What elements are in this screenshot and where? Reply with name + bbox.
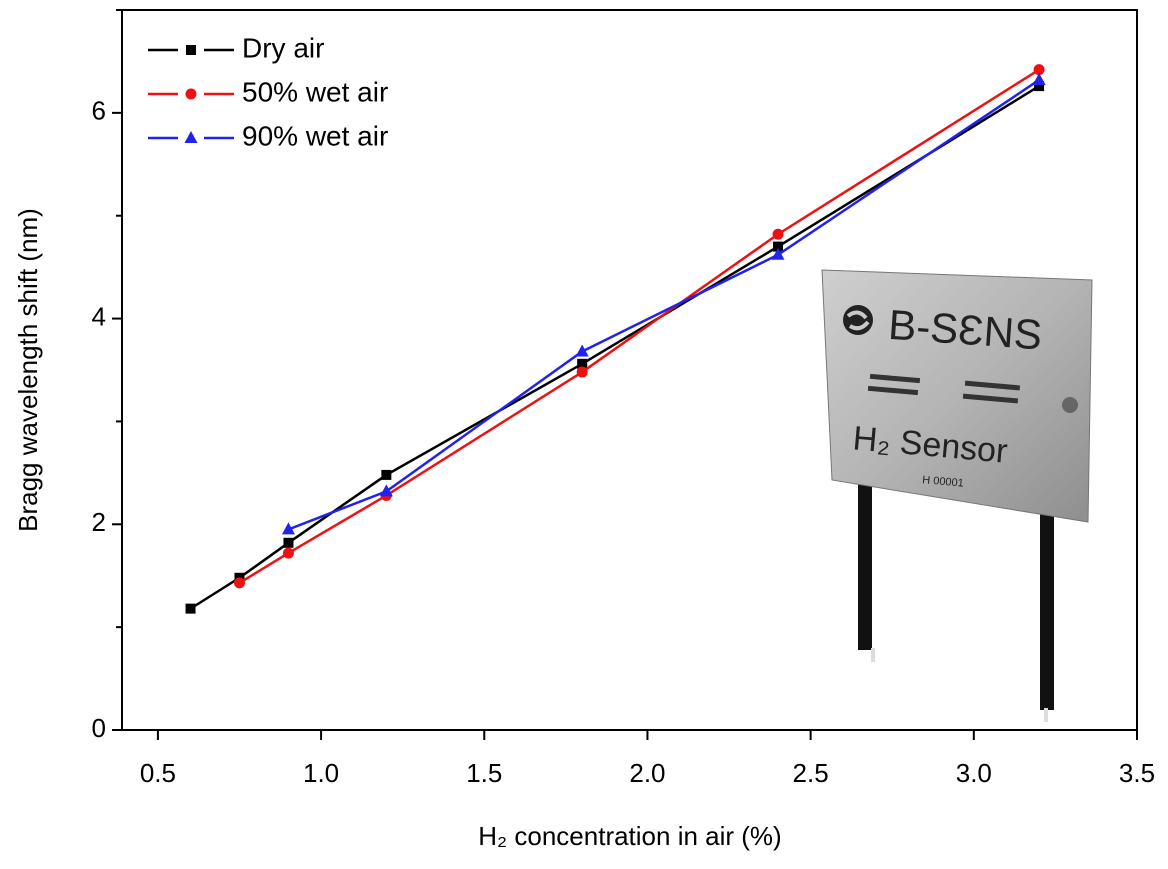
fiber-tip bbox=[871, 648, 875, 662]
x-tick-label: 3.0 bbox=[956, 758, 992, 788]
legend-marker bbox=[184, 131, 198, 143]
y-tick-label: 4 bbox=[92, 301, 106, 331]
marker bbox=[772, 241, 783, 252]
logo-swirl bbox=[846, 310, 870, 331]
marker bbox=[1034, 81, 1045, 92]
serial: H 00001 bbox=[922, 474, 964, 490]
x-tick-label: 0.5 bbox=[140, 758, 176, 788]
marker bbox=[771, 247, 785, 260]
legend-label: Dry air bbox=[242, 32, 324, 63]
plot-frame bbox=[121, 9, 1138, 731]
marker bbox=[577, 358, 588, 369]
x-axis-label: H₂ concentration in air (%) bbox=[478, 821, 781, 851]
x-tick-label: 3.5 bbox=[1119, 758, 1155, 788]
x-tick-label: 1.5 bbox=[466, 758, 502, 788]
sensor-image: B-SƐNS H₂ Sensor H 00001 bbox=[821, 269, 1093, 722]
marker bbox=[283, 537, 294, 548]
legend-marker bbox=[185, 88, 197, 100]
legend-label: 90% wet air bbox=[242, 120, 388, 151]
x-tick-label: 2.0 bbox=[629, 758, 665, 788]
y-tick-label: 2 bbox=[92, 507, 106, 537]
marker bbox=[282, 547, 294, 559]
y-tick-label: 6 bbox=[92, 96, 106, 126]
sensor-plate bbox=[821, 269, 1093, 523]
y-axis-label: Bragg wavelength shift (nm) bbox=[13, 208, 43, 532]
fiber bbox=[1040, 510, 1054, 710]
logo bbox=[843, 305, 873, 335]
marker bbox=[1032, 72, 1046, 85]
marker bbox=[233, 577, 245, 589]
brand: B-SƐNS bbox=[887, 301, 1044, 359]
vents bbox=[867, 373, 1021, 404]
marker bbox=[575, 344, 589, 357]
series-line bbox=[238, 68, 1040, 584]
fiber-tip bbox=[1044, 708, 1048, 722]
y-tick-label: 0 bbox=[92, 713, 106, 743]
marker bbox=[576, 366, 588, 378]
marker bbox=[379, 484, 393, 497]
marker bbox=[1033, 64, 1045, 76]
x-tick-label: 2.5 bbox=[793, 758, 829, 788]
marker bbox=[185, 603, 196, 614]
legend-marker bbox=[186, 45, 196, 55]
fiber bbox=[858, 470, 872, 650]
x-tick-label: 1.0 bbox=[303, 758, 339, 788]
legend-label: 50% wet air bbox=[242, 76, 388, 107]
marker bbox=[772, 228, 784, 240]
marker bbox=[381, 469, 392, 480]
marker bbox=[281, 522, 295, 535]
mount-hole bbox=[1062, 397, 1078, 413]
